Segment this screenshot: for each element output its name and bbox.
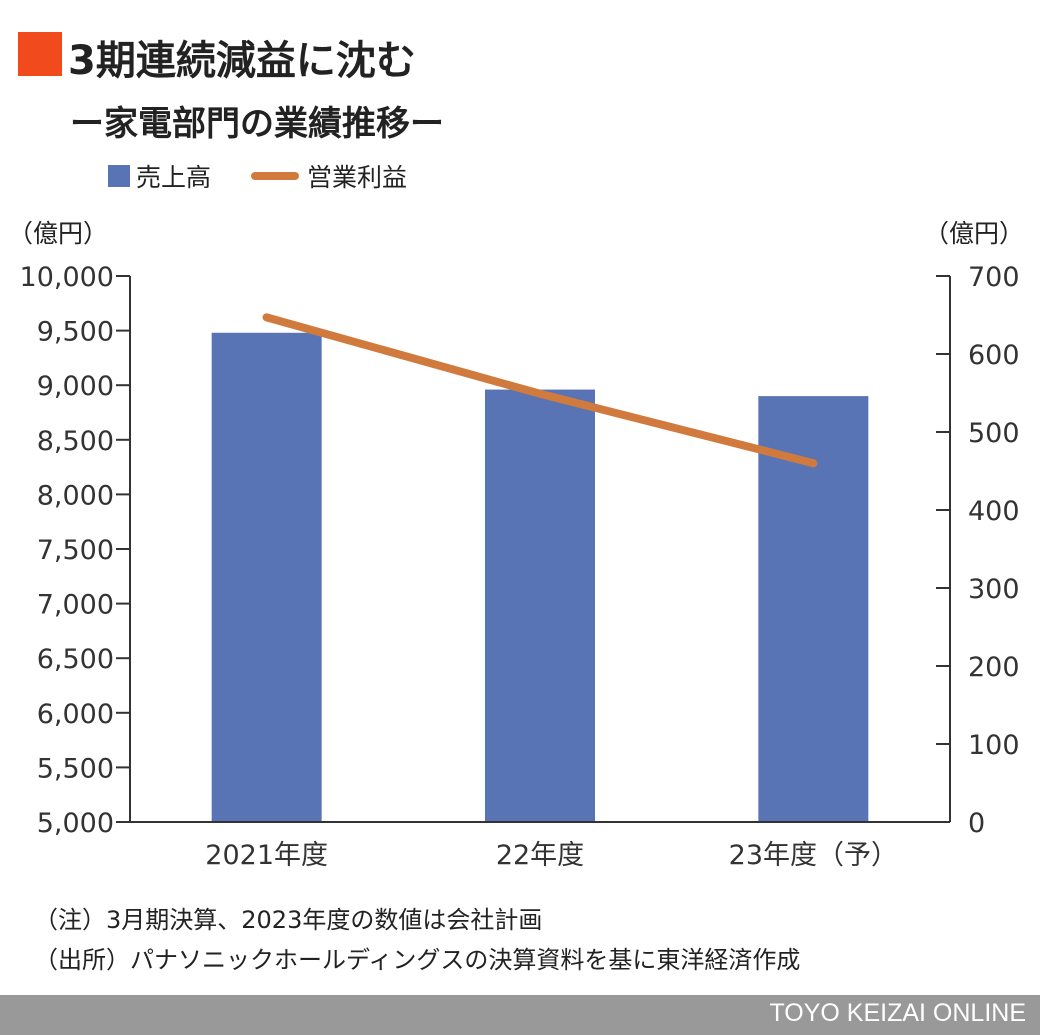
bar-sales-0	[211, 332, 322, 822]
right-tick-label: 100	[968, 730, 1020, 761]
legend-label-sales: 売上高	[136, 163, 212, 192]
left-axis-unit: （億円）	[8, 219, 109, 248]
right-tick-label: 700	[968, 262, 1020, 293]
bar-sales-1	[485, 389, 595, 822]
left-tick-label: 9,000	[37, 371, 114, 402]
right-tick-label: 0	[968, 808, 985, 839]
chart-subtitle: ー家電部門の業績推移ー	[70, 104, 444, 144]
note-annotation: （注）3月期決算、2023年度の数値は会社計画	[34, 906, 543, 934]
legend: 売上高 営業利益	[108, 158, 407, 194]
note-source: （出所）パナソニックホールディングスの決算資料を基に東洋経済作成	[34, 946, 801, 974]
left-tick-label: 6,500	[37, 644, 114, 675]
left-tick-label: 8,500	[37, 426, 114, 457]
legend-swatch-sales	[108, 165, 130, 187]
point-profit-1	[536, 389, 544, 398]
title-accent-square	[18, 32, 62, 76]
point-profit-2	[809, 459, 818, 468]
point-profit-0	[262, 313, 271, 322]
right-tick-label: 400	[968, 496, 1020, 527]
left-tick-label: 7,500	[37, 535, 114, 566]
right-tick-label: 600	[968, 340, 1020, 371]
right-axis-unit: （億円）	[923, 219, 1024, 248]
right-tick-label: 200	[968, 652, 1020, 683]
left-tick-label: 5,000	[37, 808, 114, 839]
chart-canvas: 5,000 5,500 6,000 6,500 7,000 7,500 8,000 8,500…	[20, 262, 1020, 871]
footer-brand: TOYO KEIZAI ONLINE	[769, 999, 1026, 1027]
legend-swatch-profit	[251, 172, 300, 180]
footer-bar: TOYO KEIZAI ONLINE	[0, 995, 1040, 1035]
legend-label-profit: 営業利益	[307, 163, 408, 192]
left-tick-label: 7,000	[37, 590, 114, 621]
chart-title: 3期連続減益に沈む	[68, 38, 416, 84]
left-tick-label: 5,500	[37, 753, 114, 784]
right-tick-label: 300	[968, 574, 1020, 605]
x-tick-label: 2021年度	[205, 840, 328, 871]
x-tick-label: 23年度（予）	[729, 840, 898, 871]
x-tick-label: 22年度	[496, 840, 584, 871]
right-tick-label: 500	[968, 418, 1020, 449]
left-tick-label: 10,000	[20, 262, 114, 293]
left-tick-label: 8,000	[37, 480, 114, 511]
left-tick-label: 6,000	[37, 699, 114, 730]
left-tick-label: 9,500	[37, 317, 114, 348]
